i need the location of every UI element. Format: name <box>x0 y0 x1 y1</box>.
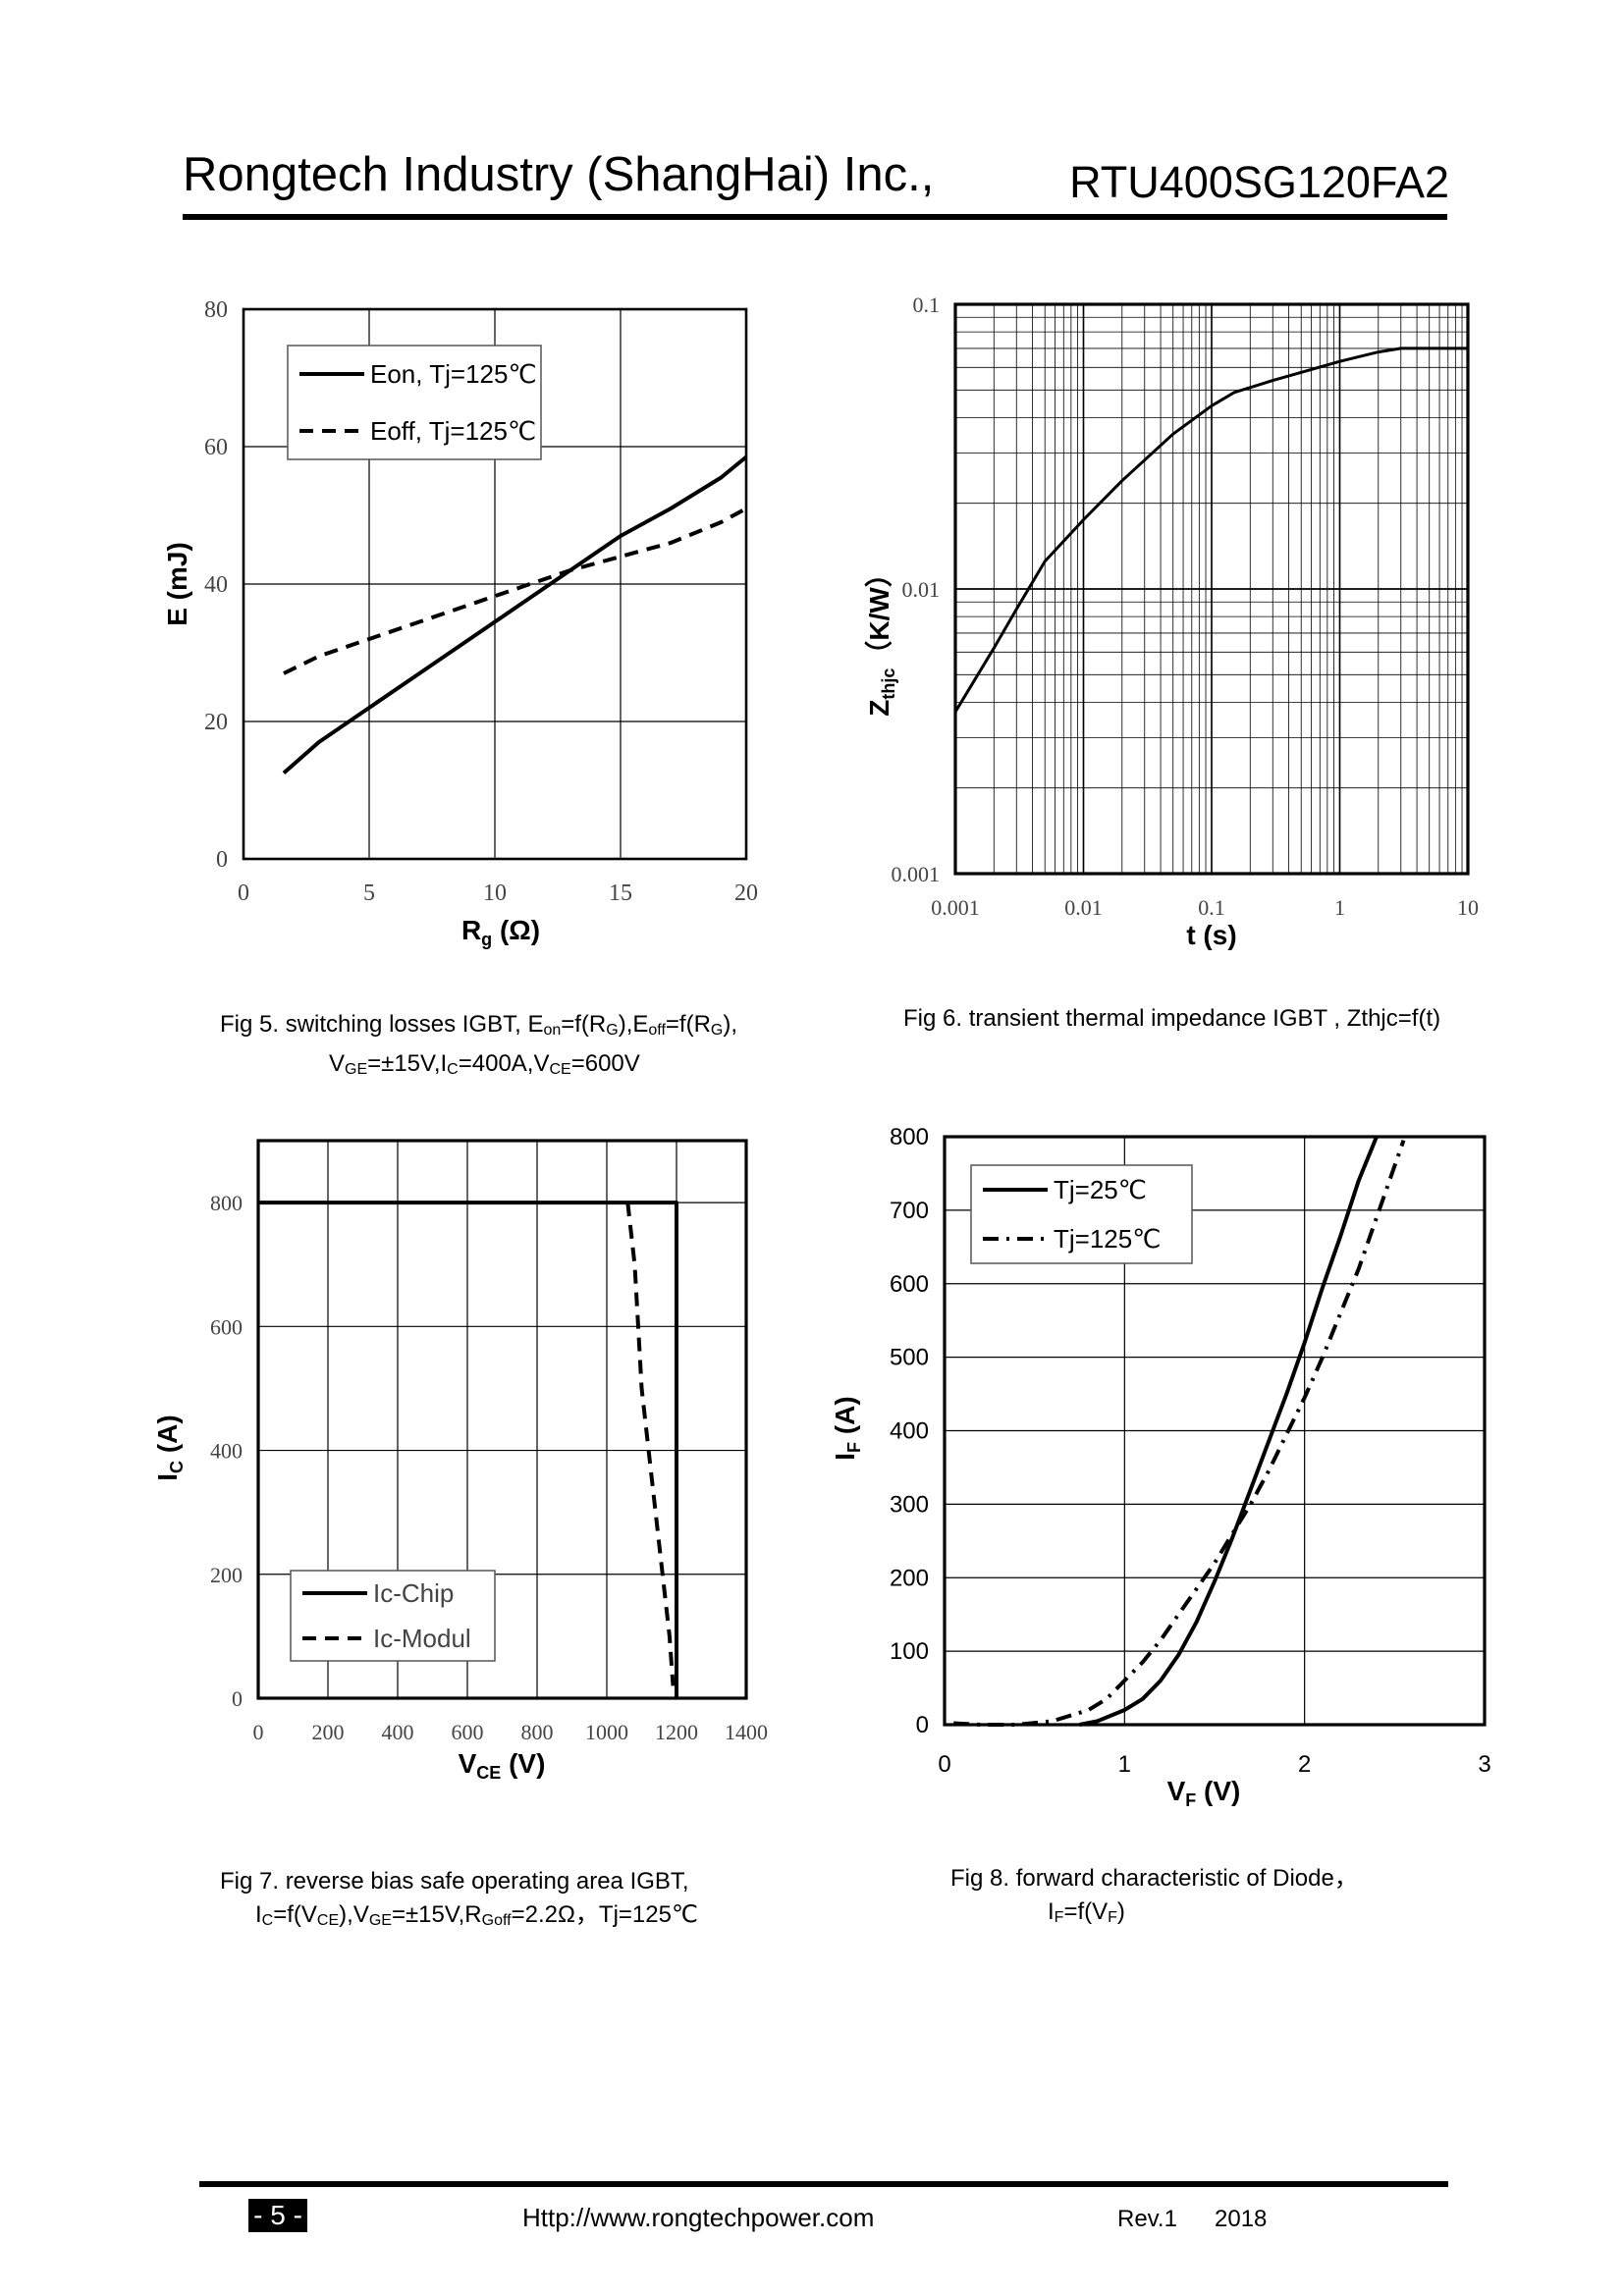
fig8-x-tick-label: 3 <box>1478 1751 1490 1778</box>
fig6-x-tick-label: 10 <box>1457 895 1479 920</box>
fig8-x-tick-label: 2 <box>1298 1751 1311 1778</box>
header-rule <box>183 214 1447 220</box>
fig7-x-tick-label: 200 <box>312 1720 345 1744</box>
fig7-x-tick-label: 1000 <box>585 1720 628 1744</box>
chart-fig8: 0 1 2 3 0 100 200 300 400 500 600 700 800 VF (V) IF (A… <box>830 1124 1491 1810</box>
fig7-x-axis-label: VCE (V) <box>459 1748 546 1783</box>
fig8-x-tick-label: 1 <box>1118 1751 1131 1778</box>
footer-rule <box>199 2181 1448 2187</box>
fig5-y-axis-label: E (mJ) <box>162 542 192 626</box>
fig8-series-1-line <box>953 1140 1406 1727</box>
fig6-x-tick-label: 0.1 <box>1198 895 1225 920</box>
fig7-legend-label-1: Ic-Modul <box>373 1624 471 1653</box>
fig7-series-1-line <box>625 1201 676 1686</box>
fig8-y-tick-label: 100 <box>890 1638 929 1665</box>
fig7-y-tick-label: 800 <box>210 1191 243 1215</box>
fig5-series-0-line <box>282 454 748 775</box>
fig7-y-tick-label: 600 <box>210 1314 243 1339</box>
fig6-y-tick-label: 0.001 <box>892 862 941 886</box>
fig5-x-tick-label: 15 <box>609 881 632 906</box>
fig5-y-tick-label: 20 <box>204 710 228 735</box>
fig6-y-tick-label: 0.1 <box>913 293 941 317</box>
fig8-y-tick-label: 600 <box>890 1271 929 1298</box>
fig8-y-tick-label: 0 <box>916 1712 929 1738</box>
fig6-plot-frame <box>953 302 1470 876</box>
fig7-legend-box <box>290 1570 496 1662</box>
footer-revision: Rev.1 <box>1117 2206 1177 2232</box>
fig6-x-tick-label: 0.01 <box>1064 895 1103 920</box>
fig8-y-tick-label: 800 <box>890 1124 929 1150</box>
fig7-y-tick-label: 0 <box>232 1686 243 1711</box>
fig6-y-axis-label: Zthjc（K/W） <box>863 560 898 717</box>
fig8-series-0-line <box>1079 1136 1379 1727</box>
fig5-legend-box <box>287 345 542 460</box>
fig5-y-tick-label: 60 <box>204 435 228 460</box>
fig7-x-tick-label: 600 <box>452 1720 484 1744</box>
caption-fig8: Fig 8. forward characteristic of Diode， … <box>950 1865 1358 1926</box>
caption-fig7: Fig 7. reverse bias safe operating area … <box>220 1868 698 1929</box>
fig7-x-tick-label: 1200 <box>655 1720 698 1744</box>
fig6-x-tick-label: 0.001 <box>931 895 980 920</box>
fig6-x-axis-label: t (s) <box>1186 920 1236 950</box>
fig8-x-axis-label: VF (V) <box>1167 1776 1241 1810</box>
fig7-plot-frame <box>256 1139 748 1700</box>
fig5-x-tick-label: 5 <box>363 881 375 906</box>
fig7-x-tick-label: 0 <box>253 1720 264 1744</box>
caption-fig6: Fig 6. transient thermal impedance IGBT … <box>903 1005 1441 1032</box>
fig6-x-tick-label: 1 <box>1334 895 1345 920</box>
fig8-y-tick-label: 200 <box>890 1565 929 1591</box>
footer-year: 2018 <box>1215 2206 1268 2232</box>
fig6-y-tick-label: 0.01 <box>902 577 941 602</box>
fig8-plot-frame <box>943 1135 1487 1727</box>
fig5-y-tick-label: 40 <box>204 572 228 598</box>
fig8-y-tick-label: 500 <box>890 1345 929 1371</box>
fig5-x-tick-label: 0 <box>238 881 249 906</box>
fig8-y-axis-label: IF (A) <box>830 1396 864 1460</box>
fig5-x-tick-label: 20 <box>734 881 758 906</box>
fig5-x-tick-label: 10 <box>483 881 507 906</box>
fig7-x-tick-label: 800 <box>521 1720 554 1744</box>
header-part-number: RTU400SG120FA2 <box>1069 157 1449 207</box>
fig7-y-tick-label: 400 <box>210 1439 243 1464</box>
fig8-legend-label-1: Tj=125℃ <box>1054 1224 1161 1254</box>
fig8-legend-label-0: Tj=25℃ <box>1054 1175 1147 1204</box>
fig7-x-tick-label: 400 <box>382 1720 414 1744</box>
fig8-y-tick-label: 300 <box>890 1491 929 1518</box>
caption-fig5: Fig 5. switching losses IGBT, Eon=f(RG),… <box>220 1011 738 1078</box>
fig5-legend-label-0: Eon, Tj=125℃ <box>370 359 537 389</box>
footer-url[interactable]: Http://www.rongtechpower.com <box>522 2203 875 2232</box>
fig5-x-axis-label: Rg (Ω) <box>461 915 540 949</box>
fig7-y-axis-label: IC (A) <box>152 1415 187 1480</box>
fig8-legend-box <box>970 1164 1193 1264</box>
fig7-legend-label-0: Ic-Chip <box>373 1578 454 1608</box>
fig7-y-tick-label: 200 <box>210 1563 243 1587</box>
page-number: - 5 - <box>248 2199 307 2232</box>
chart-fig5: 0 5 10 15 20 0 20 40 60 80 Rg (Ω) E (mJ) Eon, Tj=125… <box>162 297 758 949</box>
fig8-x-tick-label: 0 <box>938 1751 950 1778</box>
fig5-series-1-line <box>283 507 747 675</box>
fig6-series-0-line <box>953 347 1468 713</box>
chart-fig7: 0 200 400 600 800 1000 1200 1400 0 200 400 600 800 VC… <box>152 1139 768 1783</box>
fig7-series-0-line <box>258 1201 678 1698</box>
fig5-legend-label-1: Eoff, Tj=125℃ <box>370 416 536 446</box>
fig5-plot-frame <box>242 307 748 861</box>
fig5-y-tick-label: 0 <box>216 847 228 873</box>
fig8-y-tick-label: 700 <box>890 1198 929 1224</box>
fig7-x-tick-label: 1400 <box>725 1720 768 1744</box>
fig8-y-tick-label: 400 <box>890 1418 929 1445</box>
header-company: Rongtech Industry (ShangHai) Inc., <box>183 148 935 201</box>
fig5-y-tick-label: 80 <box>204 297 228 323</box>
